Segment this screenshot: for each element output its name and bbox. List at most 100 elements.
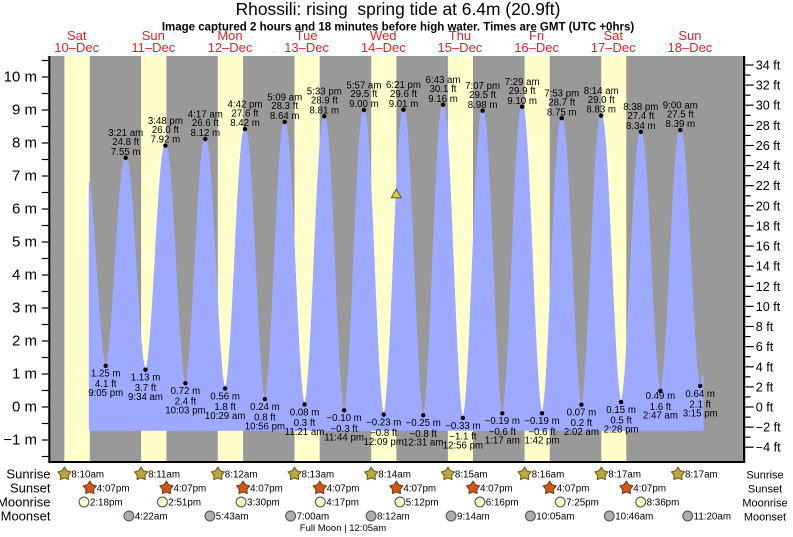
svg-text:4:07pm: 4:07pm (174, 484, 207, 495)
svg-text:28.9 ft: 28.9 ft (311, 96, 338, 107)
svg-text:29.5 ft: 29.5 ft (469, 90, 496, 101)
svg-text:0.15 m: 0.15 m (606, 405, 636, 416)
svg-text:Wed: Wed (370, 28, 397, 43)
svg-text:4:07pm: 4:07pm (97, 484, 130, 495)
svg-text:−0.25 m: −0.25 m (406, 418, 441, 429)
svg-text:8:15am: 8:15am (455, 470, 488, 481)
svg-text:Sunrise: Sunrise (746, 469, 783, 481)
svg-text:Full Moon | 12:05am: Full Moon | 12:05am (300, 523, 387, 534)
svg-text:10:03 pm: 10:03 pm (165, 406, 205, 417)
svg-text:6 m: 6 m (12, 201, 37, 218)
svg-text:2.4 ft: 2.4 ft (175, 397, 197, 408)
svg-text:27.5 ft: 27.5 ft (667, 109, 694, 120)
svg-text:9.10 m: 9.10 m (507, 96, 537, 107)
svg-text:8:13am: 8:13am (302, 470, 335, 481)
svg-text:8:12am: 8:12am (377, 512, 410, 523)
svg-text:13–Dec: 13–Dec (284, 40, 329, 55)
svg-text:3:30pm: 3:30pm (247, 498, 280, 509)
svg-text:−0.19 m: −0.19 m (485, 416, 520, 427)
svg-text:1.6 ft: 1.6 ft (650, 402, 672, 413)
svg-text:30 ft: 30 ft (756, 99, 781, 113)
svg-text:−0.6 ft: −0.6 ft (489, 427, 517, 438)
svg-text:2 m: 2 m (12, 333, 37, 350)
svg-text:Sun: Sun (142, 28, 165, 43)
svg-text:−0.8 ft: −0.8 ft (370, 428, 398, 439)
svg-text:7:00am: 7:00am (297, 512, 330, 523)
svg-text:20 ft: 20 ft (756, 199, 781, 213)
svg-text:5 m: 5 m (12, 234, 37, 251)
svg-text:0.72 m: 0.72 m (171, 386, 201, 397)
svg-text:2:18pm: 2:18pm (90, 498, 123, 509)
svg-text:Image captured 2 hours and 18: Image captured 2 hours and 18 minutes be… (162, 22, 635, 34)
svg-text:−0.8 ft: −0.8 ft (410, 429, 438, 440)
svg-text:7:25pm: 7:25pm (566, 498, 599, 509)
svg-text:Moonrise: Moonrise (0, 494, 51, 509)
svg-text:26 ft: 26 ft (756, 139, 781, 153)
svg-text:−0.23 m: −0.23 m (366, 418, 401, 429)
svg-text:12:56 pm: 12:56 pm (443, 440, 483, 451)
svg-text:Moonset: Moonset (744, 511, 786, 523)
svg-text:−0.6 ft: −0.6 ft (528, 427, 556, 438)
svg-text:0.8 ft: 0.8 ft (254, 413, 276, 424)
svg-text:4:07pm: 4:07pm (403, 484, 436, 495)
svg-text:1:17 am: 1:17 am (485, 436, 520, 447)
svg-text:10:56 pm: 10:56 pm (245, 422, 285, 433)
svg-text:29.9 ft: 29.9 ft (509, 86, 536, 97)
svg-text:24 ft: 24 ft (756, 159, 781, 173)
svg-text:5:43am: 5:43am (216, 512, 249, 523)
svg-text:2:47 am: 2:47 am (643, 411, 678, 422)
svg-text:9:14am: 9:14am (457, 512, 490, 523)
svg-text:6:21 pm: 6:21 pm (386, 80, 421, 91)
svg-text:0.56 m: 0.56 m (210, 391, 240, 402)
svg-text:26.0 ft: 26.0 ft (152, 125, 179, 136)
svg-text:3.7 ft: 3.7 ft (135, 383, 157, 394)
svg-text:0.08 m: 0.08 m (290, 407, 320, 418)
svg-text:4 m: 4 m (12, 267, 37, 284)
svg-text:0.07 m: 0.07 m (567, 408, 597, 419)
svg-text:14 ft: 14 ft (756, 260, 781, 274)
svg-text:Sat: Sat (67, 28, 87, 43)
svg-text:1.13 m: 1.13 m (131, 373, 161, 384)
svg-text:12:09 pm: 12:09 pm (363, 437, 403, 448)
svg-text:2:51pm: 2:51pm (168, 498, 201, 509)
svg-text:8.39 m: 8.39 m (665, 119, 695, 130)
svg-text:14–Dec: 14–Dec (361, 40, 406, 55)
svg-text:29.6 ft: 29.6 ft (390, 89, 417, 100)
svg-text:Sat: Sat (603, 28, 623, 43)
svg-text:9:00 am: 9:00 am (663, 101, 698, 112)
svg-text:−0.3 ft: −0.3 ft (330, 424, 358, 435)
svg-text:0.24 m: 0.24 m (250, 402, 280, 413)
svg-text:Tue: Tue (296, 28, 318, 43)
svg-text:8:12am: 8:12am (225, 470, 258, 481)
svg-text:18–Dec: 18–Dec (667, 40, 712, 55)
svg-text:Rhossili: rising spring tide: Rhossili: rising spring tide at 6.4m (20… (236, 0, 561, 19)
svg-text:Sunrise: Sunrise (6, 466, 50, 481)
svg-text:Thu: Thu (449, 28, 471, 43)
svg-text:7 m: 7 m (12, 168, 37, 185)
svg-text:8.83 m: 8.83 m (586, 105, 616, 116)
svg-text:12:31 am: 12:31 am (403, 438, 443, 449)
svg-text:8:11am: 8:11am (148, 470, 180, 481)
svg-text:3:48 pm: 3:48 pm (148, 116, 183, 127)
svg-text:8.12 m: 8.12 m (190, 128, 220, 139)
svg-text:5:09 am: 5:09 am (267, 92, 302, 103)
svg-text:32 ft: 32 ft (756, 79, 781, 93)
svg-text:8:38 pm: 8:38 pm (623, 102, 658, 113)
svg-text:Sunset: Sunset (10, 480, 51, 495)
svg-text:Moonset: Moonset (1, 508, 51, 523)
svg-text:8:10am: 8:10am (71, 470, 104, 481)
svg-text:0 ft: 0 ft (756, 401, 774, 415)
svg-text:0.5 ft: 0.5 ft (610, 416, 632, 427)
svg-text:0 m: 0 m (12, 399, 37, 416)
svg-text:8:36pm: 8:36pm (647, 498, 680, 509)
svg-text:27.6 ft: 27.6 ft (232, 108, 259, 119)
svg-text:8:14am: 8:14am (378, 470, 411, 481)
svg-text:18 ft: 18 ft (756, 219, 781, 233)
svg-text:9.16 m: 9.16 m (428, 94, 458, 105)
svg-text:11:21 am: 11:21 am (285, 427, 325, 438)
svg-text:−2 ft: −2 ft (756, 421, 781, 435)
svg-text:10 ft: 10 ft (756, 300, 781, 314)
svg-text:4:17pm: 4:17pm (326, 498, 359, 509)
svg-text:8.64 m: 8.64 m (270, 111, 300, 122)
svg-text:6 ft: 6 ft (756, 340, 774, 354)
